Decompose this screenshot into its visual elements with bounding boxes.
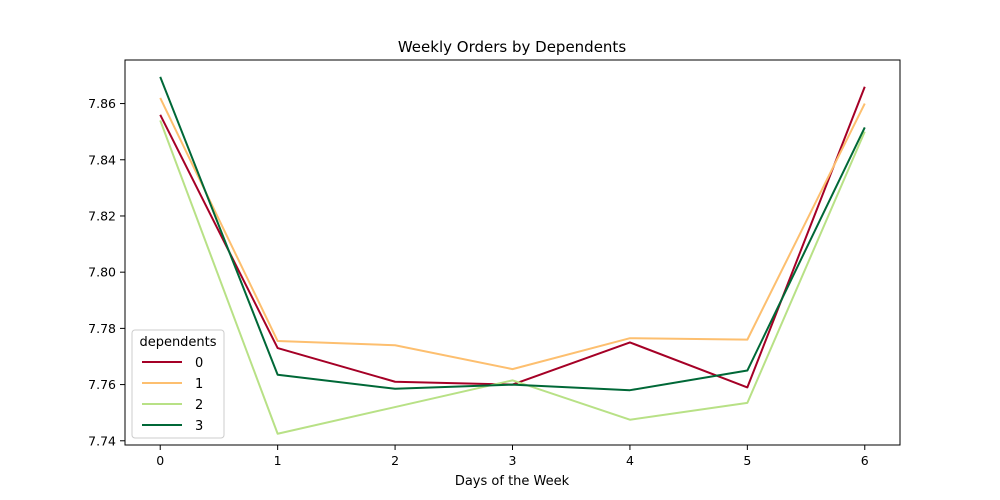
legend-label-0: 0 — [195, 356, 203, 371]
y-tick-label: 7.82 — [88, 208, 116, 223]
x-tick-label: 6 — [861, 453, 869, 468]
y-axis: 7.74 7.76 7.78 7.80 7.82 7.84 7.86 — [88, 96, 125, 448]
x-tick-label: 0 — [156, 453, 164, 468]
y-tick-label: 7.84 — [88, 152, 116, 167]
series-layer — [159, 76, 866, 435]
x-axis: 0 1 2 3 4 5 6 — [156, 445, 869, 468]
y-tick-label: 7.78 — [88, 321, 116, 336]
x-tick-label: 4 — [626, 453, 634, 468]
chart-title: Weekly Orders by Dependents — [398, 38, 626, 56]
legend-title: dependents — [139, 335, 216, 350]
y-tick-label: 7.86 — [88, 96, 116, 111]
y-tick-label: 7.80 — [88, 265, 116, 280]
legend-label-2: 2 — [195, 398, 203, 413]
legend-items: 0 1 2 3 — [142, 356, 203, 434]
x-axis-label: Days of the Week — [455, 474, 570, 489]
series-line-1 — [159, 97, 866, 371]
x-tick-label: 3 — [509, 453, 517, 468]
y-tick-label: 7.74 — [88, 433, 116, 448]
series-line-3 — [159, 76, 866, 392]
x-tick-label: 2 — [391, 453, 399, 468]
legend-label-1: 1 — [195, 377, 203, 392]
legend-label-3: 3 — [195, 419, 203, 434]
y-tick-label: 7.76 — [88, 377, 116, 392]
x-tick-label: 1 — [274, 453, 282, 468]
x-tick-label: 5 — [743, 453, 751, 468]
legend: dependents 0 1 2 3 — [131, 329, 225, 439]
series-line-2 — [159, 120, 866, 435]
